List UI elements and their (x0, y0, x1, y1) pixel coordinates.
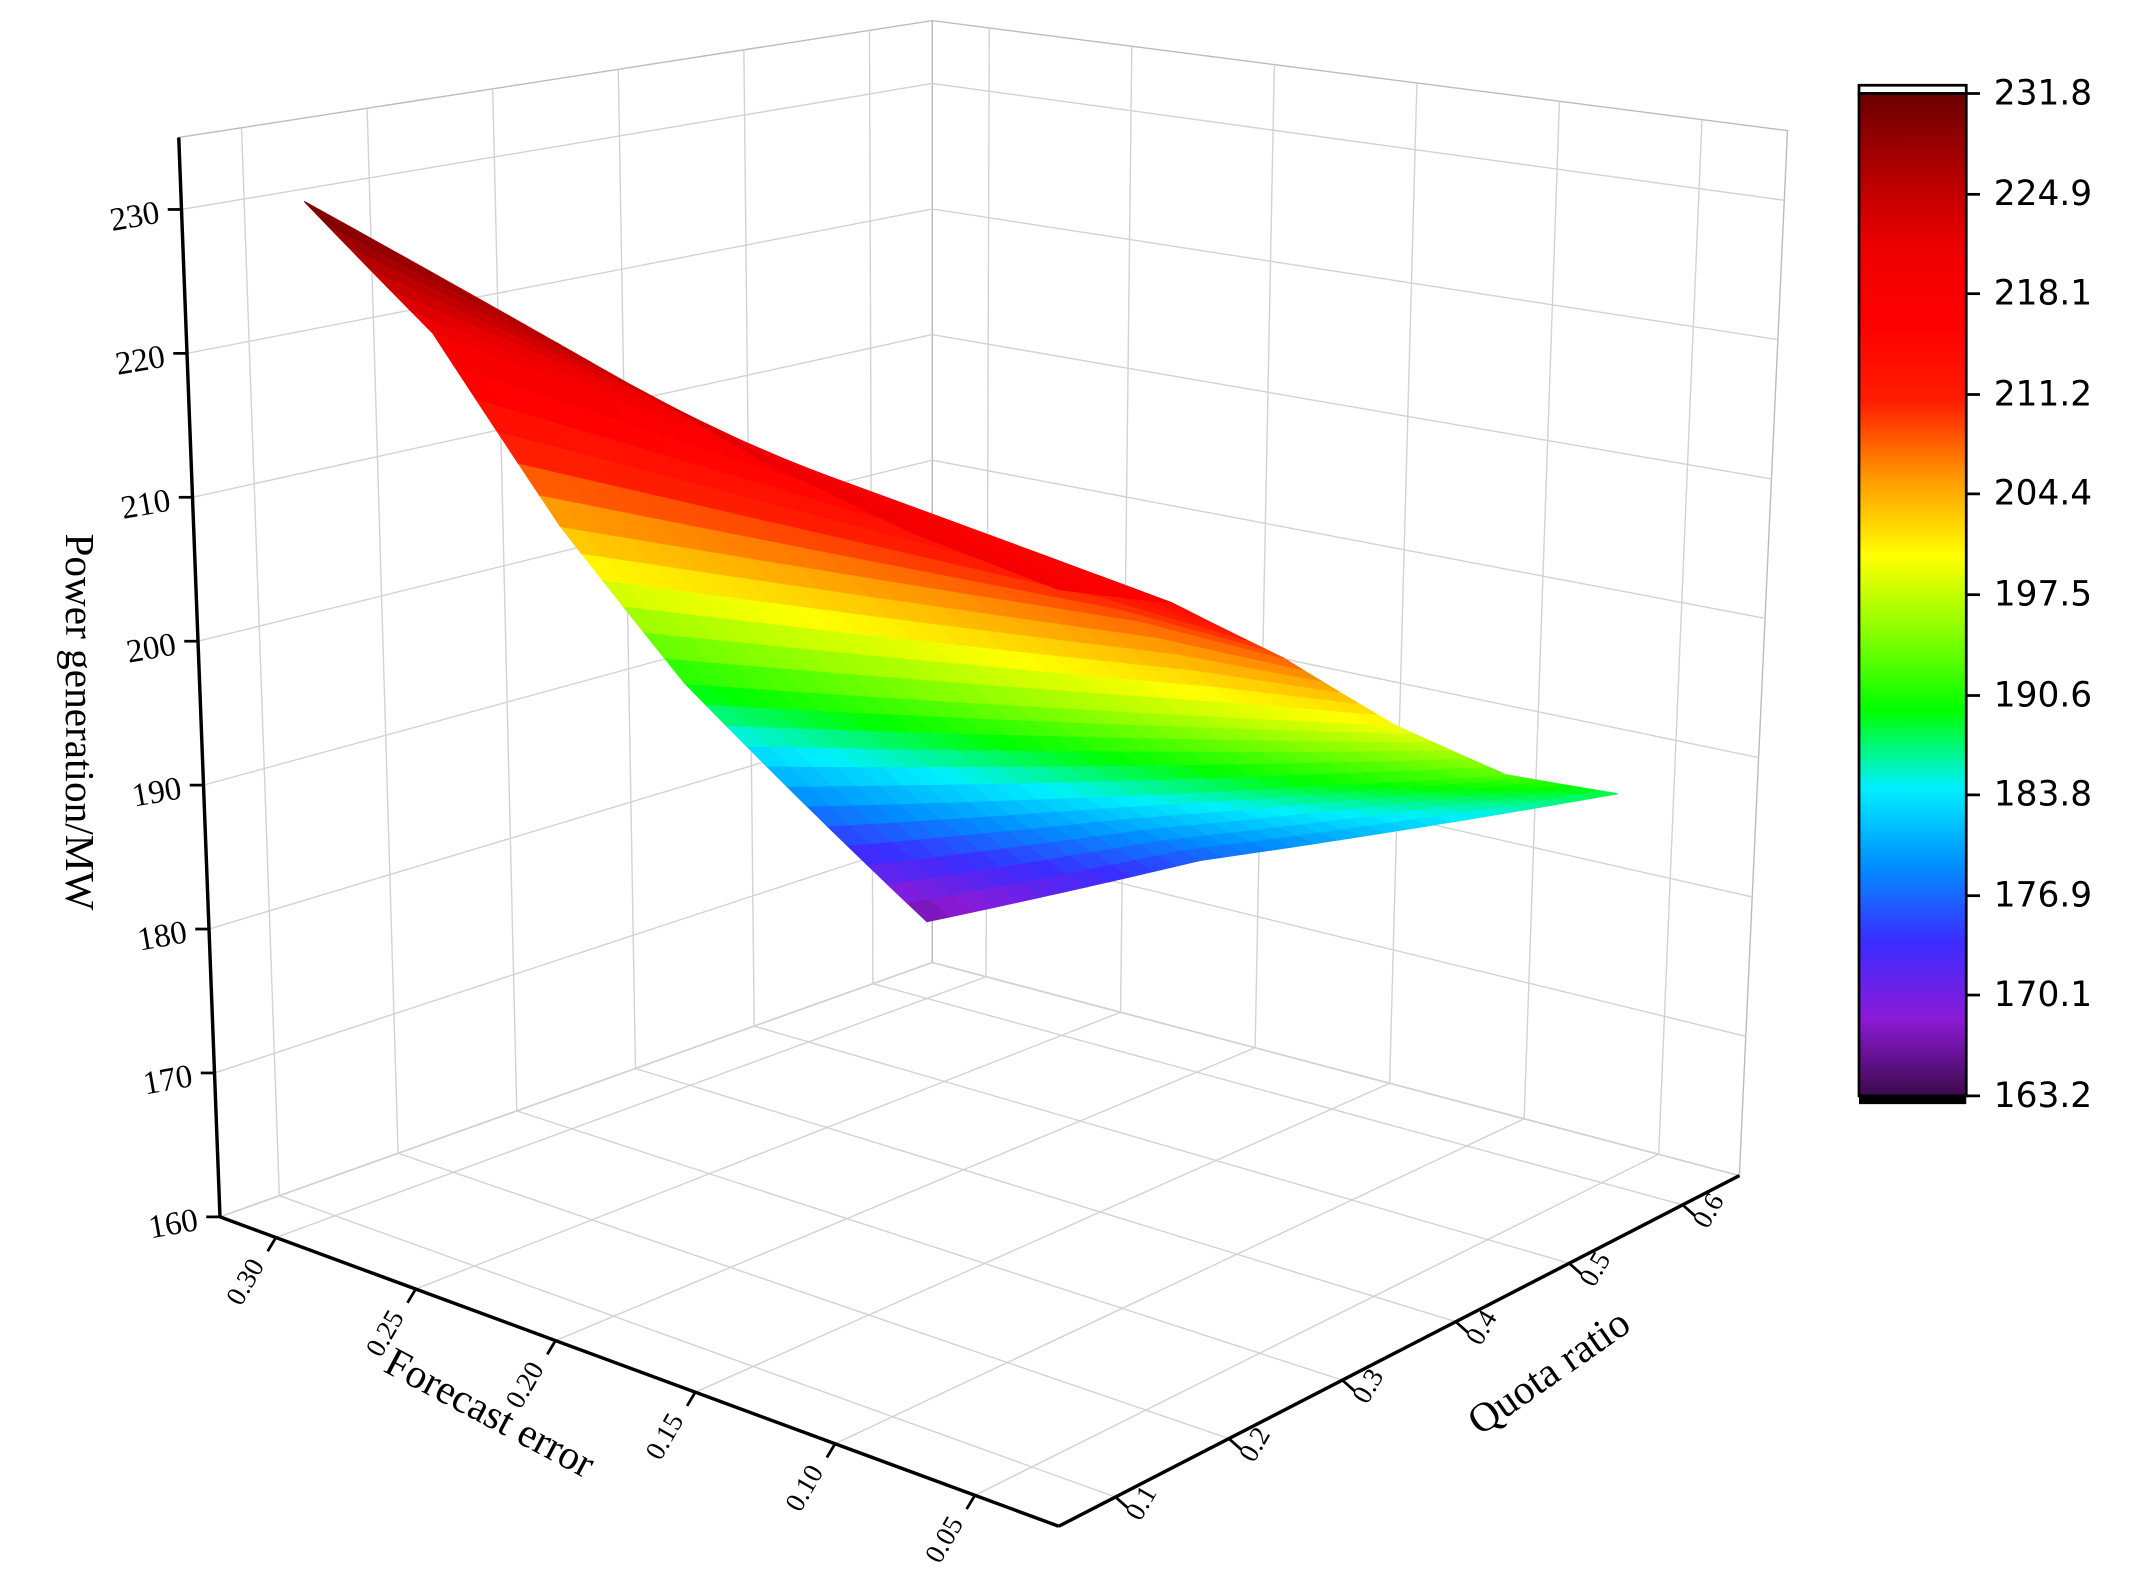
grid-line (397, 1152, 1230, 1440)
x-tick (406, 1288, 417, 1304)
grid-line (932, 961, 1740, 1177)
grid-line (695, 1082, 1390, 1393)
grid-line (279, 1195, 1116, 1498)
grid-line (516, 1110, 1343, 1381)
grid-line (219, 961, 933, 1218)
x-tick (965, 1494, 977, 1510)
colorbar-tick-label: 170.1 (1994, 975, 2092, 1015)
colorbar-tick-label: 176.9 (1994, 876, 2092, 916)
y-tick (1341, 1379, 1356, 1393)
y-axis (1057, 1174, 1741, 1528)
grid-line (1657, 119, 1703, 1155)
x-tick (266, 1236, 278, 1252)
grid-line (932, 208, 1778, 341)
y-tick (1227, 1437, 1243, 1451)
grid-line (974, 1153, 1659, 1496)
grid-line (1523, 101, 1561, 1119)
y-tick (1454, 1320, 1470, 1334)
surface-cell (1033, 579, 1078, 593)
grid-line (366, 108, 399, 1154)
colorbar-tick-label: 211.2 (1994, 374, 2092, 414)
z-tick-label: 220 (113, 339, 168, 383)
x-tick (546, 1339, 557, 1356)
colorbar (1857, 92, 1968, 1098)
grid-line (186, 208, 933, 355)
z-tick-label: 230 (107, 195, 162, 239)
colorbar-tick-label: 204.4 (1994, 474, 2092, 514)
y-tick (1114, 1496, 1129, 1510)
grid-line (415, 1011, 1121, 1290)
grid-line (753, 1025, 1570, 1264)
colorbar-bottom-cap (1859, 1095, 1967, 1105)
grid-line (872, 983, 1683, 1206)
z-axis (177, 137, 222, 1217)
grid-line (932, 333, 1772, 480)
colorbar-tick-label: 224.9 (1994, 174, 2092, 214)
y-tick (1568, 1262, 1583, 1276)
x-tick (825, 1443, 837, 1459)
grid-line (635, 1067, 1456, 1323)
grid-line (1388, 82, 1418, 1084)
grid-line (932, 82, 1785, 201)
grid-line (834, 1118, 1525, 1445)
grid-line (240, 127, 281, 1196)
z-tick-label: 200 (124, 627, 179, 671)
colorbar-tick-label: 197.5 (1994, 575, 2092, 615)
z-tick-label: 170 (140, 1058, 195, 1102)
colorbar-tick-label: 231.8 (1994, 73, 2092, 113)
y-tick (1681, 1203, 1696, 1217)
grid-line (932, 459, 1766, 619)
grid-line (181, 82, 933, 211)
z-tick-label: 210 (118, 483, 173, 527)
z-axis-title: Power generation/MW (57, 533, 103, 910)
grid-line (492, 88, 518, 1111)
z-tick-label: 180 (135, 914, 190, 958)
colorbar-tick-label: 183.8 (1994, 775, 2092, 815)
z-tick-label: 190 (129, 771, 184, 815)
grid-line (1254, 64, 1276, 1048)
grid-line (275, 976, 987, 1239)
grid-line (214, 836, 933, 1074)
z-tick-label: 160 (146, 1202, 201, 1246)
x-tick (685, 1391, 697, 1407)
colorbar-tick-label: 218.1 (1994, 274, 2092, 314)
colorbar-tick-label: 190.6 (1994, 675, 2092, 715)
x-axis (219, 1215, 1060, 1528)
colorbar-tick-label: 163.2 (1994, 1076, 2092, 1116)
grid-line (555, 1047, 1256, 1342)
